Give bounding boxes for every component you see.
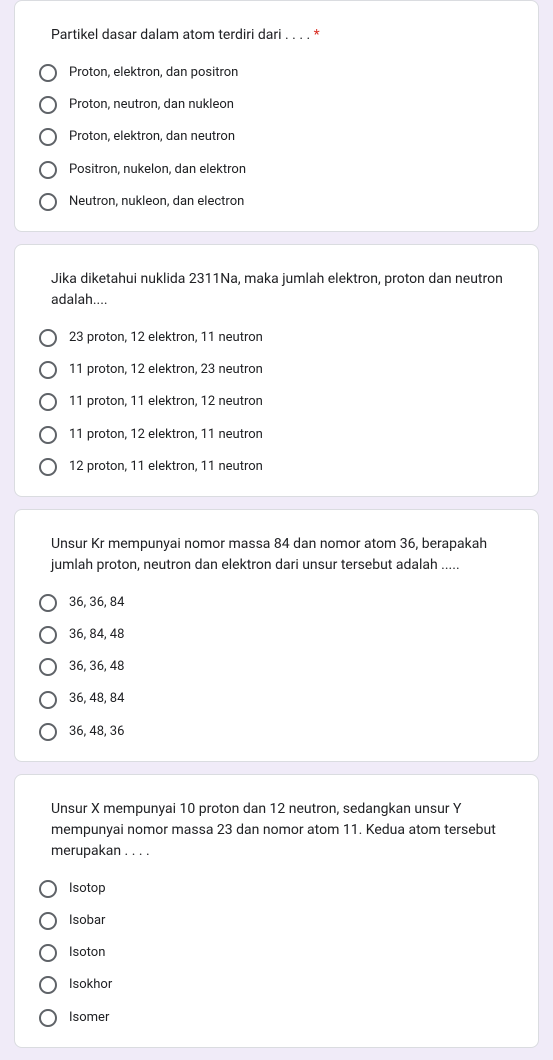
- question-label: Jika diketahui nuklida 2311Na, maka juml…: [51, 271, 503, 308]
- radio-icon[interactable]: [39, 1009, 57, 1027]
- option-row[interactable]: Proton, elektron, dan neutron: [39, 128, 514, 146]
- option-row[interactable]: 36, 84, 48: [39, 626, 514, 644]
- question-label: Partikel dasar dalam atom terdiri dari .…: [51, 27, 310, 43]
- radio-icon[interactable]: [39, 426, 57, 444]
- question-text: Partikel dasar dalam atom terdiri dari .…: [39, 25, 514, 46]
- option-row[interactable]: Neutron, nukleon, dan electron: [39, 193, 514, 211]
- radio-icon[interactable]: [39, 393, 57, 411]
- option-row[interactable]: Isoton: [39, 944, 514, 962]
- radio-icon[interactable]: [39, 64, 57, 82]
- option-row[interactable]: 11 proton, 12 elektron, 23 neutron: [39, 361, 514, 379]
- question-card: Partikel dasar dalam atom terdiri dari .…: [14, 0, 539, 232]
- question-label: Unsur Kr mempunyai nomor massa 84 dan no…: [51, 536, 487, 573]
- radio-icon[interactable]: [39, 976, 57, 994]
- option-label: 11 proton, 12 elektron, 11 neutron: [69, 426, 263, 444]
- option-label: Positron, nukelon, dan elektron: [69, 161, 246, 179]
- option-row[interactable]: 12 proton, 11 elektron, 11 neutron: [39, 458, 514, 476]
- option-label: Proton, elektron, dan positron: [69, 64, 238, 82]
- radio-icon[interactable]: [39, 626, 57, 644]
- radio-icon[interactable]: [39, 594, 57, 612]
- option-label: Proton, elektron, dan neutron: [69, 128, 235, 146]
- option-row[interactable]: Proton, elektron, dan positron: [39, 64, 514, 82]
- radio-icon[interactable]: [39, 361, 57, 379]
- question-text: Unsur X mempunyai 10 proton dan 12 neutr…: [39, 799, 514, 862]
- radio-icon[interactable]: [39, 458, 57, 476]
- question-card: Jika diketahui nuklida 2311Na, maka juml…: [14, 244, 539, 497]
- radio-icon[interactable]: [39, 912, 57, 930]
- option-row[interactable]: 23 proton, 12 elektron, 11 neutron: [39, 329, 514, 347]
- option-label: Isotop: [69, 880, 106, 898]
- option-row[interactable]: 11 proton, 11 elektron, 12 neutron: [39, 393, 514, 411]
- option-label: 36, 48, 84: [69, 690, 124, 708]
- option-label: Isobar: [69, 912, 105, 930]
- option-row[interactable]: Isotop: [39, 880, 514, 898]
- option-label: 11 proton, 11 elektron, 12 neutron: [69, 393, 263, 411]
- option-row[interactable]: 11 proton, 12 elektron, 11 neutron: [39, 426, 514, 444]
- question-card: Unsur X mempunyai 10 proton dan 12 neutr…: [14, 774, 539, 1048]
- question-text: Jika diketahui nuklida 2311Na, maka juml…: [39, 269, 514, 311]
- option-label: 12 proton, 11 elektron, 11 neutron: [69, 458, 263, 476]
- radio-icon[interactable]: [39, 96, 57, 114]
- radio-icon[interactable]: [39, 944, 57, 962]
- option-label: 36, 84, 48: [69, 626, 124, 644]
- option-label: 36, 48, 36: [69, 723, 124, 741]
- option-label: Proton, neutron, dan nukleon: [69, 96, 234, 114]
- option-label: Neutron, nukleon, dan electron: [69, 193, 244, 211]
- radio-icon[interactable]: [39, 880, 57, 898]
- option-label: Isokhor: [69, 976, 112, 994]
- option-row[interactable]: Isomer: [39, 1009, 514, 1027]
- radio-icon[interactable]: [39, 161, 57, 179]
- question-text: Unsur Kr mempunyai nomor massa 84 dan no…: [39, 534, 514, 576]
- option-row[interactable]: 36, 48, 84: [39, 690, 514, 708]
- option-row[interactable]: Isobar: [39, 912, 514, 930]
- option-label: 11 proton, 12 elektron, 23 neutron: [69, 361, 263, 379]
- radio-icon[interactable]: [39, 658, 57, 676]
- option-label: 23 proton, 12 elektron, 11 neutron: [69, 329, 263, 347]
- option-label: 36, 36, 84: [69, 594, 124, 612]
- radio-icon[interactable]: [39, 128, 57, 146]
- option-row[interactable]: Proton, neutron, dan nukleon: [39, 96, 514, 114]
- option-label: Isomer: [69, 1009, 109, 1027]
- option-row[interactable]: 36, 36, 84: [39, 594, 514, 612]
- question-card: Unsur Kr mempunyai nomor massa 84 dan no…: [14, 509, 539, 762]
- required-marker: *: [310, 27, 320, 43]
- option-label: Isoton: [69, 944, 105, 962]
- option-row[interactable]: Positron, nukelon, dan elektron: [39, 161, 514, 179]
- question-label: Unsur X mempunyai 10 proton dan 12 neutr…: [51, 801, 496, 859]
- option-row[interactable]: 36, 36, 48: [39, 658, 514, 676]
- option-row[interactable]: Isokhor: [39, 976, 514, 994]
- radio-icon[interactable]: [39, 329, 57, 347]
- radio-icon[interactable]: [39, 691, 57, 709]
- option-row[interactable]: 36, 48, 36: [39, 723, 514, 741]
- radio-icon[interactable]: [39, 723, 57, 741]
- option-label: 36, 36, 48: [69, 658, 124, 676]
- radio-icon[interactable]: [39, 193, 57, 211]
